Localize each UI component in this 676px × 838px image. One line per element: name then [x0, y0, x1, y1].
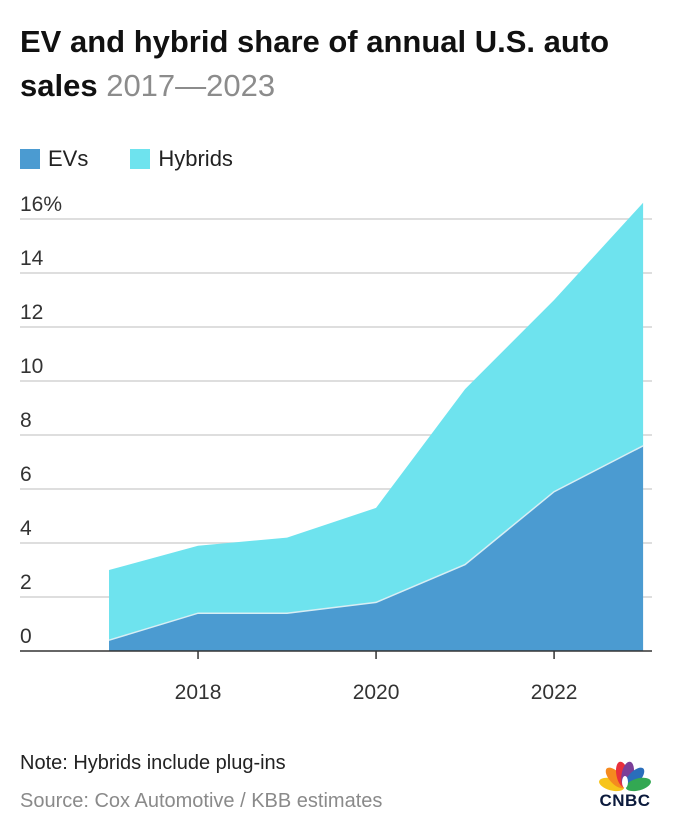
legend-swatch-evs: [20, 149, 40, 169]
series-boundary-line: [108, 445, 644, 641]
x-tick-label-2020: 2020: [353, 681, 400, 704]
y-tick-label-6: 6: [20, 463, 32, 486]
y-tick-label-0: 0: [20, 625, 32, 648]
cnbc-logo: CNBC: [591, 756, 659, 816]
y-tick-label-12: 12: [20, 301, 43, 324]
legend-item-evs: EVs: [20, 146, 88, 172]
x-tick-label-2018: 2018: [175, 681, 222, 704]
cnbc-peacock-icon: [599, 761, 651, 792]
legend-label-evs: EVs: [48, 146, 89, 171]
chart-note: Note: Hybrids include plug-ins: [20, 752, 286, 774]
chart-legend: EVs Hybrids: [20, 146, 275, 172]
peacock-body: [622, 776, 628, 788]
legend-item-hybrids: Hybrids: [130, 146, 233, 172]
chart-source: Source: Cox Automotive / KBB estimates: [20, 790, 383, 812]
area-evs: [109, 445, 644, 651]
chart-title: EV and hybrid share of annual U.S. auto …: [20, 20, 660, 108]
y-tick-label-16: 16%: [20, 193, 62, 216]
area-chart: 16% 14 12 10 8 6 4 2 0 2018 2020 2022: [20, 193, 652, 704]
peacock-feather: [625, 777, 651, 792]
y-tick-label-10: 10: [20, 355, 43, 378]
area-hybrids: [109, 202, 644, 641]
x-tick-label-2022: 2022: [531, 681, 578, 704]
y-tick-label-14: 14: [20, 247, 44, 270]
y-tick-label-8: 8: [20, 409, 32, 432]
cnbc-logo-text: CNBC: [599, 791, 651, 810]
y-tick-label-2: 2: [20, 571, 32, 594]
chart-title-main: EV and hybrid share of annual U.S. auto …: [20, 24, 610, 103]
y-tick-label-4: 4: [20, 517, 32, 540]
chart-title-range: 2017—2023: [106, 68, 276, 103]
legend-swatch-hybrids: [130, 149, 151, 169]
legend-label-hybrids: Hybrids: [158, 146, 233, 171]
